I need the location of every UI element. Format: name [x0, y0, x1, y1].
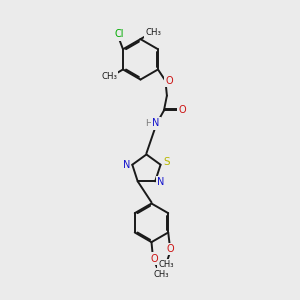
Text: N: N [152, 118, 160, 128]
Text: H: H [145, 119, 152, 128]
Text: O: O [150, 254, 158, 264]
Text: N: N [158, 177, 165, 187]
Text: CH₃: CH₃ [146, 28, 162, 37]
Text: N: N [123, 160, 130, 170]
Text: CH₃: CH₃ [101, 72, 117, 81]
Text: Cl: Cl [115, 29, 124, 39]
Text: O: O [167, 244, 174, 254]
Text: O: O [178, 106, 186, 116]
Text: O: O [166, 76, 173, 86]
Text: S: S [164, 157, 170, 167]
Text: CH₃: CH₃ [153, 270, 169, 279]
Text: CH₃: CH₃ [158, 260, 174, 269]
